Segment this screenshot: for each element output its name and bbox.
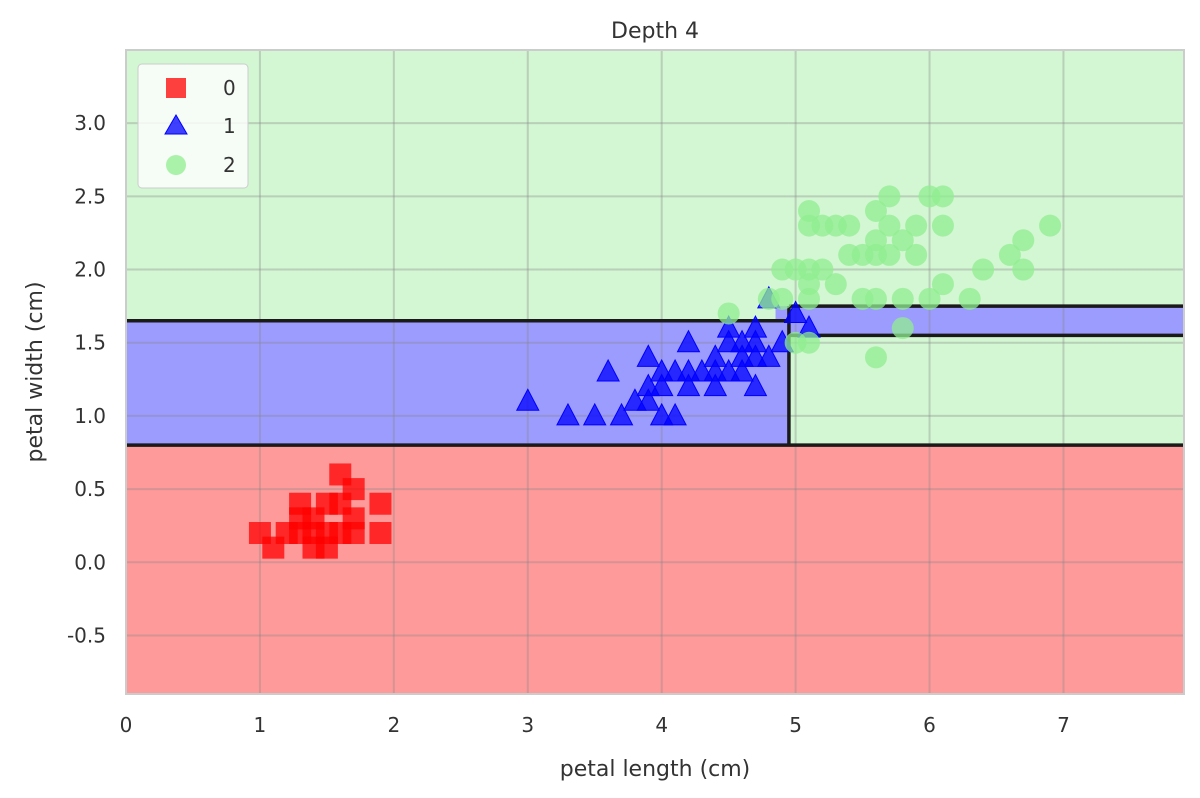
point-class-1 bbox=[730, 358, 754, 382]
point-class-0 bbox=[342, 478, 365, 501]
point-class-1 bbox=[743, 373, 768, 397]
point-class-2 bbox=[824, 273, 847, 296]
point-class-2 bbox=[864, 229, 887, 252]
point-class-2 bbox=[972, 258, 995, 281]
point-class-1 bbox=[676, 373, 701, 397]
y-tick-label: 2.5 bbox=[74, 184, 106, 208]
point-class-2 bbox=[717, 302, 740, 325]
point-class-2 bbox=[958, 287, 981, 310]
point-class-1 bbox=[703, 373, 728, 397]
data-points bbox=[248, 185, 1062, 559]
point-class-2 bbox=[891, 229, 914, 252]
legend-marker-2 bbox=[166, 155, 186, 175]
y-tick-label: 1.5 bbox=[74, 331, 106, 355]
region-class-1 bbox=[775, 306, 789, 321]
point-class-2 bbox=[998, 243, 1021, 266]
point-class-2 bbox=[798, 331, 821, 354]
point-class-0 bbox=[342, 507, 365, 530]
x-tick-label: 6 bbox=[923, 713, 936, 737]
legend-label-2: 2 bbox=[223, 153, 236, 177]
point-class-1 bbox=[556, 402, 580, 426]
plot-frame bbox=[125, 49, 1185, 695]
y-tick-label: -0.5 bbox=[67, 623, 106, 647]
point-class-0 bbox=[369, 492, 392, 515]
point-class-2 bbox=[931, 214, 954, 237]
y-tick-labels: -0.5 0.0 0.5 1.0 1.5 2.0 2.5 3.0 bbox=[67, 111, 106, 647]
legend-marker-0 bbox=[166, 78, 186, 98]
legend: 0 1 2 bbox=[137, 63, 249, 189]
point-class-2 bbox=[878, 185, 901, 208]
point-class-1 bbox=[582, 402, 607, 426]
point-class-2 bbox=[864, 200, 887, 222]
y-axis-label: petal width (cm) bbox=[23, 281, 48, 462]
y-tick-label: 0.0 bbox=[74, 550, 106, 574]
point-class-2 bbox=[891, 287, 914, 310]
point-class-1 bbox=[596, 358, 620, 382]
point-class-2 bbox=[1039, 214, 1062, 237]
point-class-1 bbox=[676, 329, 701, 353]
x-tick-label: 4 bbox=[655, 713, 668, 737]
chart-title: Depth 4 bbox=[611, 19, 699, 44]
point-class-2 bbox=[864, 346, 887, 369]
point-class-2 bbox=[905, 243, 928, 266]
region-class-1 bbox=[788, 306, 1184, 336]
point-class-1 bbox=[609, 402, 634, 426]
point-class-2 bbox=[838, 214, 861, 237]
legend-marker-1 bbox=[164, 114, 188, 135]
decision-regions bbox=[126, 50, 1184, 694]
point-class-2 bbox=[931, 273, 954, 296]
point-class-1 bbox=[703, 344, 728, 367]
point-class-1 bbox=[743, 315, 768, 338]
x-tick-label: 3 bbox=[521, 713, 534, 737]
x-tick-label: 1 bbox=[254, 713, 267, 737]
point-class-1 bbox=[515, 388, 540, 411]
point-class-2 bbox=[811, 258, 834, 281]
x-tick-label: 2 bbox=[387, 713, 400, 737]
y-tick-label: 3.0 bbox=[74, 111, 106, 135]
y-tick-label: 0.5 bbox=[74, 477, 106, 501]
point-class-1 bbox=[636, 388, 661, 411]
point-class-2 bbox=[918, 287, 941, 310]
point-class-2 bbox=[931, 185, 954, 208]
point-class-2 bbox=[878, 214, 901, 237]
point-class-2 bbox=[1012, 229, 1035, 252]
point-class-1 bbox=[663, 402, 687, 426]
y-tick-label: 1.0 bbox=[74, 404, 106, 428]
point-class-2 bbox=[771, 287, 794, 310]
point-class-2 bbox=[905, 214, 928, 237]
y-tick-label: 2.0 bbox=[74, 258, 106, 282]
x-tick-labels: 0 1 2 3 4 5 6 7 bbox=[120, 713, 1070, 737]
point-class-1 bbox=[649, 373, 674, 397]
point-class-1 bbox=[716, 315, 741, 338]
point-class-2 bbox=[864, 287, 887, 310]
legend-box bbox=[137, 63, 249, 189]
x-axis-label: petal length (cm) bbox=[560, 757, 751, 782]
point-class-2 bbox=[798, 200, 821, 222]
point-class-1 bbox=[757, 344, 781, 367]
x-tick-label: 5 bbox=[789, 713, 802, 737]
legend-label-1: 1 bbox=[223, 114, 236, 138]
point-class-1 bbox=[783, 300, 808, 323]
point-class-2 bbox=[878, 243, 901, 266]
legend-label-0: 0 bbox=[223, 76, 236, 100]
point-class-1 bbox=[743, 329, 768, 353]
point-class-2 bbox=[1012, 258, 1035, 281]
region-class-0 bbox=[126, 445, 1184, 694]
point-class-2 bbox=[891, 317, 914, 340]
grid bbox=[125, 50, 1184, 694]
region-class-2 bbox=[788, 335, 1184, 446]
point-class-0 bbox=[369, 522, 392, 544]
x-tick-label: 7 bbox=[1057, 713, 1070, 737]
x-tick-label: 0 bbox=[120, 713, 133, 737]
point-class-1 bbox=[636, 344, 661, 367]
